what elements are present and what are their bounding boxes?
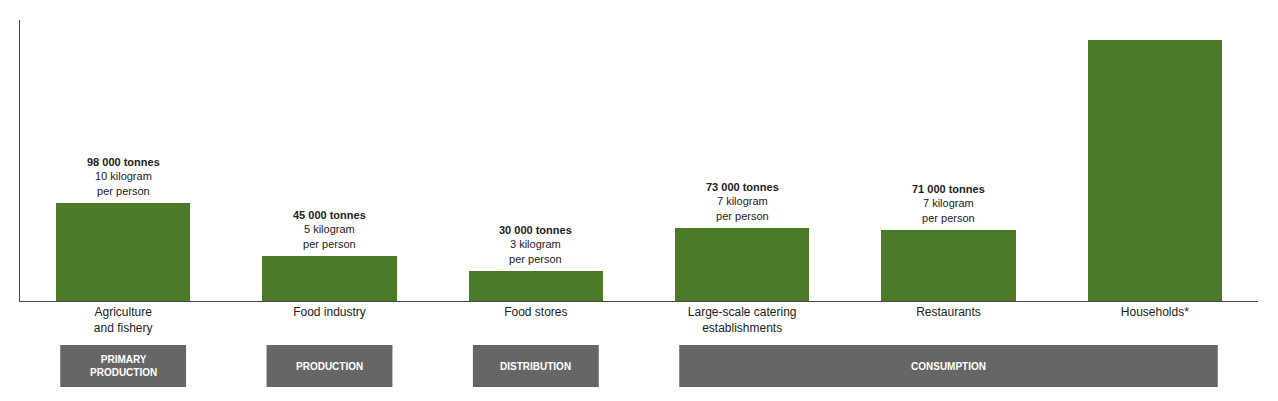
svg-text:Restaurants: Restaurants — [916, 305, 981, 319]
svg-text:PRIMARYPRODUCTION: PRIMARYPRODUCTION — [90, 354, 157, 378]
svg-text:Large-scale cateringestablishm: Large-scale cateringestablishments — [688, 305, 797, 335]
svg-text:CONSUMPTION: CONSUMPTION — [911, 361, 986, 372]
svg-text:45 000 tonnes5 kilogramper per: 45 000 tonnes5 kilogramper person — [293, 209, 366, 250]
svg-text:PRODUCTION: PRODUCTION — [296, 361, 363, 372]
svg-text:DISTRIBUTION: DISTRIBUTION — [500, 361, 571, 372]
svg-text:98 000 tonnes10 kilogramper pe: 98 000 tonnes10 kilogramper person — [87, 156, 160, 197]
svg-text:Agricultureand fishery: Agricultureand fishery — [94, 305, 153, 335]
svg-text:Food industry: Food industry — [293, 305, 366, 319]
svg-text:Households*: Households* — [1121, 305, 1189, 319]
svg-text:Food stores: Food stores — [504, 305, 567, 319]
svg-text:71 000 tonnes7 kilogramper per: 71 000 tonnes7 kilogramper person — [912, 183, 985, 224]
svg-text:30 000 tonnes3 kilogramper per: 30 000 tonnes3 kilogramper person — [499, 224, 572, 265]
svg-text:73 000 tonnes7 kilogramper per: 73 000 tonnes7 kilogramper person — [706, 181, 779, 222]
